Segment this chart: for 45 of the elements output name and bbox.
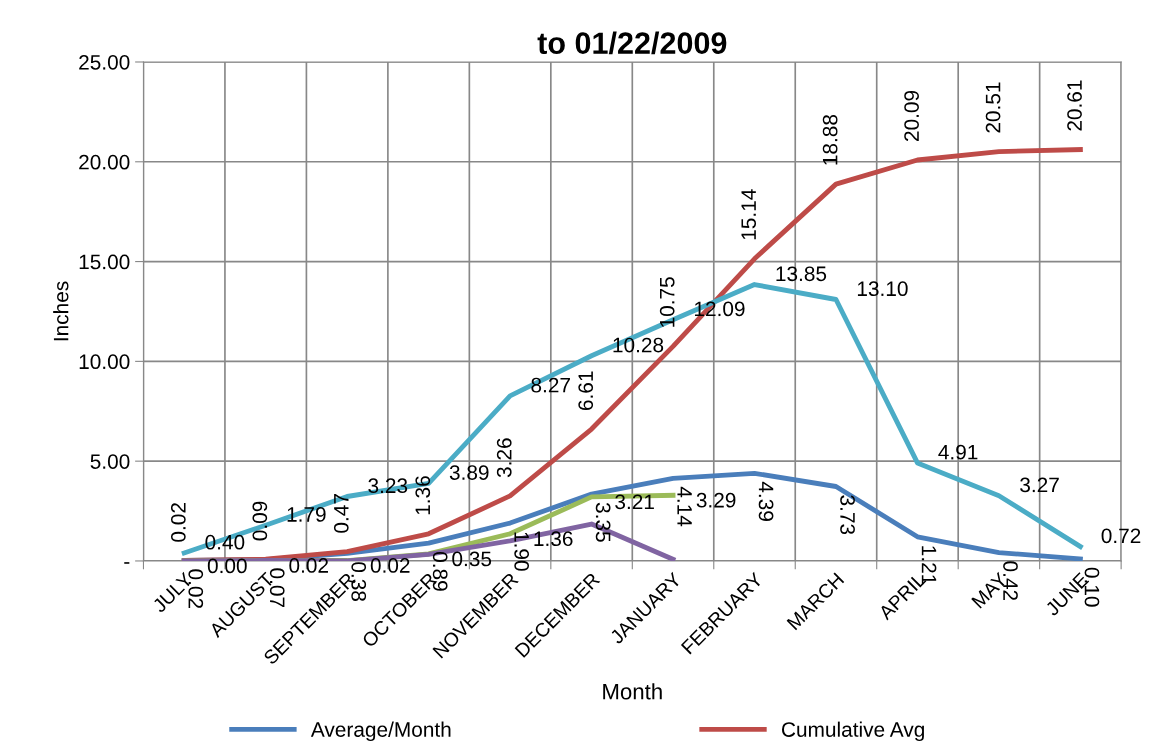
data-label: 20.61 <box>1067 80 1082 131</box>
y-tick-label: 15.00 <box>79 254 130 270</box>
data-label: 13.10 <box>857 281 908 297</box>
data-label: 3.21 <box>615 494 654 510</box>
data-label: 0.42 <box>1003 561 1018 601</box>
data-label: 3.35 <box>595 502 611 542</box>
data-label: 18.88 <box>822 114 838 165</box>
data-label: 4.91 <box>938 444 978 460</box>
data-label: 3.26 <box>496 438 512 478</box>
data-label: 3.27 <box>1020 477 1059 493</box>
data-label: 10.75 <box>659 277 675 327</box>
x-axis-title: Month <box>603 683 662 700</box>
data-label: 0.02 <box>370 558 410 573</box>
data-label: 0.47 <box>333 494 349 533</box>
data-label: 4.14 <box>677 486 692 527</box>
data-label: 20.09 <box>904 90 919 141</box>
data-label: 4.39 <box>758 481 774 521</box>
data-label: 0.72 <box>1101 528 1141 544</box>
data-label: 0.02 <box>289 558 328 573</box>
data-label: 1.36 <box>534 531 573 547</box>
y-tick-label: 10.00 <box>79 354 130 370</box>
data-label: 0.35 <box>452 551 492 567</box>
y-tick-label: 20.00 <box>79 154 130 170</box>
y-tick-label: - <box>124 562 130 564</box>
chart-title: to 01/22/2009 <box>537 31 727 55</box>
data-label: 10.28 <box>613 337 664 353</box>
data-label: 0.02 <box>188 569 204 609</box>
legend-label: Average/Month <box>310 721 451 742</box>
data-label: 3.89 <box>449 465 489 480</box>
data-label: 6.61 <box>578 371 594 411</box>
data-label: 0.00 <box>207 558 247 574</box>
data-label: 0.09 <box>252 501 268 541</box>
data-label: 1.36 <box>415 476 431 515</box>
y-tick-label: 5.00 <box>90 454 130 469</box>
data-label: 3.29 <box>696 492 736 508</box>
data-label: 8.27 <box>531 377 570 393</box>
y-axis-title: Inches <box>53 281 69 341</box>
y-tick-label: 25.00 <box>79 54 130 70</box>
data-label: 13.85 <box>776 266 827 282</box>
data-label: 15.14 <box>741 189 757 240</box>
data-label: 0.02 <box>170 503 186 542</box>
data-label: 3.73 <box>840 495 855 535</box>
legend-label: Cumulative Avg <box>781 721 924 742</box>
data-label: 1.90 <box>514 532 530 571</box>
data-label: 20.51 <box>985 82 1001 133</box>
